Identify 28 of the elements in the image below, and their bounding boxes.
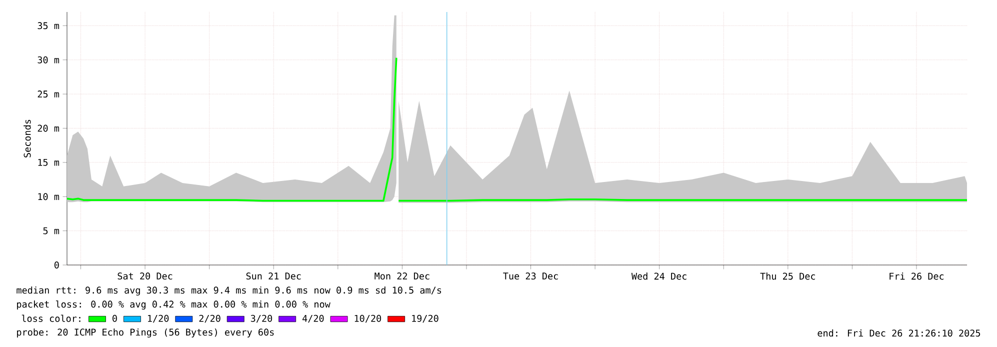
y-tick-label: 25 m	[38, 90, 60, 98]
y-tick-label: 30 m	[38, 56, 60, 64]
x-tick-label: Tue 23 Dec	[503, 272, 558, 280]
legend-label: 2/20	[199, 314, 220, 323]
x-tick-label: Wed 24 Dec	[631, 272, 686, 280]
y-tick-label: 0	[54, 261, 59, 268]
legend-label: 10/20	[354, 314, 382, 323]
text: median rtt: 9.6 ms avg 30.3 ms max 9.4 ms min 9.6 ms now 0.9 ms sd 10.5 am/s	[16, 286, 442, 296]
x-tick-label: Thu 25 Dec	[760, 272, 816, 280]
text: end: Fri Dec 26 21:26:10 2025	[818, 329, 980, 337]
y-tick-label: 20 m	[38, 124, 60, 132]
y-tick-label: 15 m	[38, 158, 60, 166]
x-tick-label: Fri 26 Dec	[890, 272, 944, 280]
y-tick-label: 10 m	[38, 193, 60, 200]
x-tick-label: Sat 20 Dec	[118, 272, 172, 280]
legend-title: loss color:	[22, 314, 80, 322]
legend-label: 3/20	[250, 314, 272, 323]
text: probe: 20 ICMP Echo Pings (56 Bytes) every 60s	[17, 328, 274, 338]
y-tick-label: 35 m	[38, 22, 60, 30]
legend-label: 4/20	[302, 314, 324, 323]
legend-label: 0	[112, 314, 117, 322]
text: packet loss: 0.00 % avg 0.42 % max 0.00 % min 0.00 % now	[17, 300, 330, 310]
legend-label: 1/20	[148, 314, 169, 323]
x-tick-label: Mon 22 Dec	[374, 272, 430, 280]
y-tick-label: 5 m	[43, 227, 60, 234]
y-axis-title: Seconds	[24, 120, 31, 158]
x-tick-label: Sun 21 Dec	[246, 272, 301, 280]
legend-label: 19/20	[412, 314, 438, 323]
